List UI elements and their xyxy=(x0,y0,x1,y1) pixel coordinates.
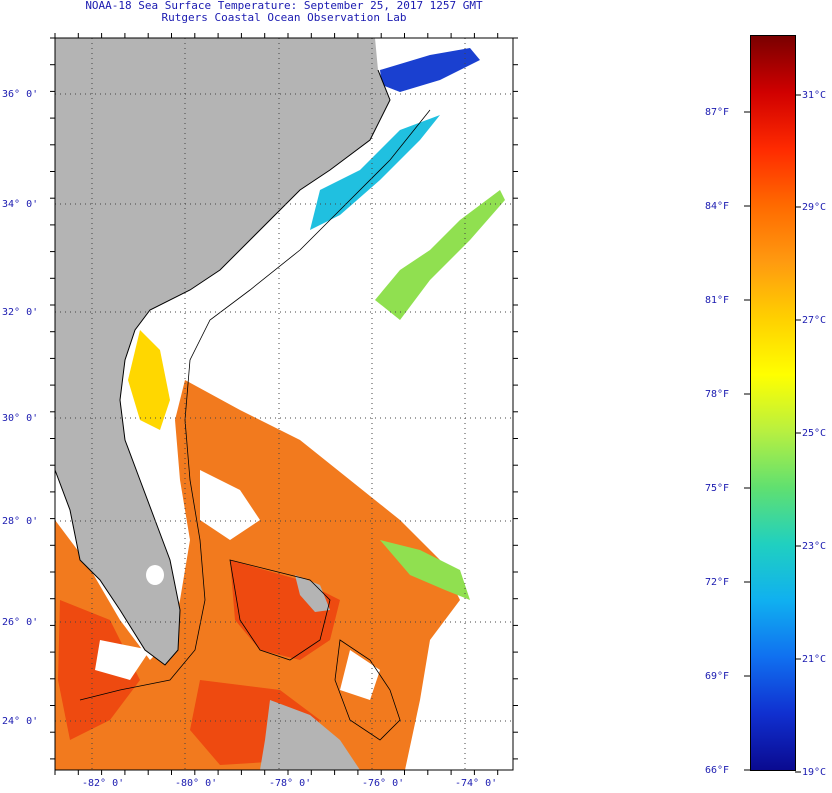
colorbar-celsius-label: 31°C xyxy=(802,90,827,101)
bahamas-contour xyxy=(229,559,401,741)
colorbar-fahrenheit-label: 87°F xyxy=(705,107,730,118)
colorbar-celsius-label: 21°C xyxy=(802,654,827,665)
colorbar-gradient xyxy=(751,36,795,770)
latitude-label: 32° 0' xyxy=(2,307,39,318)
bahamas-land xyxy=(295,575,330,612)
cuba-land xyxy=(260,700,360,770)
colorbar-celsius-label: 25°C xyxy=(802,428,827,439)
sst-swath-blue xyxy=(380,48,480,92)
colorbar-celsius-label: 19°C xyxy=(802,767,827,778)
colorbar-fahrenheit-label: 69°F xyxy=(705,671,730,682)
map-subtitle: Rutgers Coastal Ocean Observation Lab xyxy=(161,11,407,24)
latitude-label: 34° 0' xyxy=(2,199,39,210)
longitude-label: -74° 0' xyxy=(455,778,498,789)
frame-ticks xyxy=(50,33,518,775)
longitude-label: -82° 0' xyxy=(82,778,125,789)
colorbar-fahrenheit-label: 72°F xyxy=(705,577,730,588)
colorbar-celsius-label: 29°C xyxy=(802,202,827,213)
latitude-label: 24° 0' xyxy=(2,716,39,727)
longitude-label: -78° 0' xyxy=(269,778,312,789)
map-frame xyxy=(54,37,514,771)
colorbar-fahrenheit-label: 75°F xyxy=(705,483,730,494)
cloud-patch xyxy=(95,470,380,700)
sst-swath-cyan xyxy=(310,115,440,230)
latitude-label: 36° 0' xyxy=(2,89,39,100)
colorbar-celsius-label: 27°C xyxy=(802,315,827,326)
colorbar-ticks xyxy=(744,94,801,773)
map-title: NOAA-18 Sea Surface Temperature: Septemb… xyxy=(85,0,483,12)
shelf-contour xyxy=(79,109,431,701)
sst-swath-green xyxy=(375,190,505,600)
colorbar-fahrenheit-label: 66°F xyxy=(705,765,730,776)
longitude-label: -76° 0' xyxy=(362,778,405,789)
colorbar-fahrenheit-label: 78°F xyxy=(705,389,730,400)
coastline-contour xyxy=(55,69,391,666)
colorbar-fahrenheit-label: 81°F xyxy=(705,295,730,306)
graticule xyxy=(55,38,513,770)
latitude-label: 30° 0' xyxy=(2,413,39,424)
colorbar xyxy=(750,35,796,771)
lake-okeechobee xyxy=(146,565,164,585)
latitude-label: 28° 0' xyxy=(2,516,39,527)
colorbar-celsius-label: 23°C xyxy=(802,541,827,552)
colorbar-fahrenheit-label: 84°F xyxy=(705,201,730,212)
sst-swath-yellow xyxy=(128,330,170,430)
latitude-label: 26° 0' xyxy=(2,617,39,628)
land-mass xyxy=(55,38,390,665)
longitude-label: -80° 0' xyxy=(175,778,218,789)
